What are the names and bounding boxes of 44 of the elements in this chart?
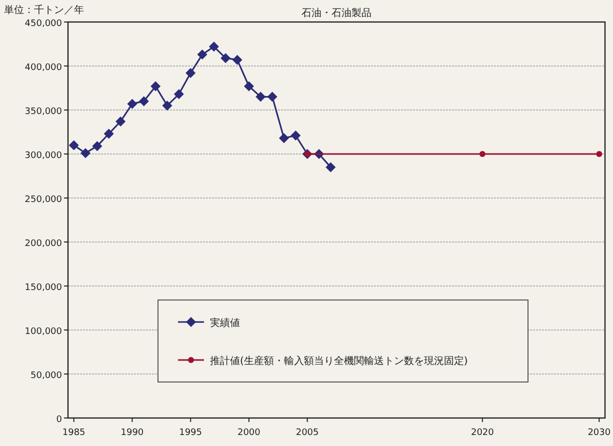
x-tick-label: 2005	[296, 428, 319, 438]
legend-label: 推計値(生産額・輸入額当り全機関輸送トン数を現況固定)	[210, 355, 468, 367]
point	[162, 100, 172, 111]
x-tick-label: 1990	[120, 428, 144, 438]
x-tick-label: 2020	[470, 428, 494, 438]
y-tick-label: 200,000	[24, 239, 62, 249]
x-tick-label: 1985	[62, 428, 86, 438]
y-tick-label: 100,000	[24, 327, 62, 337]
y-axis-title: 単位：千トン／年	[4, 4, 84, 16]
point	[116, 116, 126, 126]
point	[92, 141, 102, 152]
legend-label: 実績値	[210, 317, 240, 329]
point	[174, 89, 184, 100]
point	[267, 92, 278, 102]
y-tick-label: 450,000	[24, 19, 62, 29]
point	[197, 50, 208, 60]
point	[220, 53, 231, 64]
point	[278, 133, 289, 144]
point	[244, 81, 254, 92]
y-tick-label: 300,000	[24, 151, 62, 161]
point	[104, 128, 114, 139]
point	[326, 162, 336, 172]
point	[208, 42, 219, 52]
point	[150, 81, 161, 92]
y-tick-label: 50,000	[30, 371, 62, 381]
point	[596, 151, 602, 157]
point	[479, 151, 486, 157]
point	[256, 92, 266, 102]
point	[127, 98, 138, 109]
y-tick-label: 350,000	[24, 107, 62, 117]
x-tick-label: 2030	[588, 428, 611, 438]
point	[290, 130, 301, 141]
x-tick-label: 2000	[237, 428, 261, 438]
chart-title: 石油・石油製品	[302, 7, 372, 19]
point	[186, 68, 196, 78]
x-tick-label: 1995	[179, 428, 202, 438]
y-tick-label: 150,000	[24, 283, 62, 293]
y-tick-label: 250,000	[24, 195, 62, 205]
point	[80, 148, 91, 158]
point	[68, 140, 79, 150]
point	[138, 96, 149, 106]
y-tick-label: 0	[56, 415, 62, 425]
point	[232, 54, 242, 65]
y-tick-label: 400,000	[24, 63, 62, 73]
